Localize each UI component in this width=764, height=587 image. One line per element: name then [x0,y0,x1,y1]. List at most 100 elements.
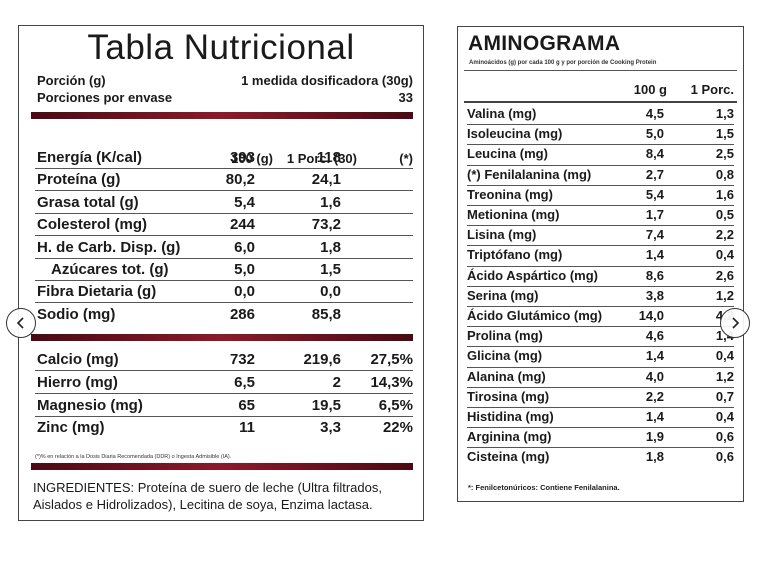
value-portion: 219,6 [303,351,341,368]
portion-label: Porción (g) [37,73,106,88]
value-portion: 85,8 [311,305,341,323]
carousel-prev-button[interactable] [6,308,36,338]
value-100g: 286 [229,305,255,323]
row-label: Treonina (mg) [467,186,553,202]
value-100g: 2,7 [645,166,664,182]
chevron-left-icon [16,317,24,329]
value-portion: 0,5 [715,207,734,222]
row-label: Cisteina (mg) [467,449,550,465]
value-100g: 1,8 [645,449,664,465]
col-header-pct: (*) [399,151,413,166]
table-row: Energía (K/cal) 393 118 [35,146,413,169]
servings-value: 33 [398,90,413,105]
table-row: Glicina (mg) 1,4 0,4 [467,346,734,368]
value-portion: 24,1 [311,171,341,189]
aminogram-note: *: Fenilcetonúricos: Contiene Fenilalani… [468,483,620,492]
row-label: H. de Carb. Disp. (g) [37,238,181,256]
value-100g: 1,4 [645,409,664,424]
table-row: Isoleucina (mg) 5,0 1,5 [467,124,734,146]
divider-bar-bottom [31,463,413,470]
value-portion: 0,7 [715,388,734,404]
table-row: Serina (mg) 3,8 1,2 [467,286,734,307]
row-label: Serina (mg) [467,287,539,303]
value-100g: 2,2 [645,388,664,404]
value-100g: 80,2 [225,171,255,189]
table-row: Arginina (mg) 1,9 0,6 [467,427,734,449]
table-row: Ácido Aspártico (mg) 8,6 2,6 [467,266,734,287]
ingredients-line-1: INGREDIENTES: Proteína de suero de leche… [33,480,382,495]
divider-bar-top [31,112,413,119]
servings-row: Porciones por envase 33 [37,90,413,105]
value-portion: 0,4 [715,247,734,263]
value-100g: 65 [238,396,255,414]
value-portion: 3,3 [320,419,341,437]
row-label: Zinc (mg) [37,419,105,437]
row-label: Grasa total (g) [37,193,139,211]
table-row: Cisteina (mg) 1,8 0,6 [467,447,734,467]
value-100g: 5,0 [234,261,255,278]
table-row: Colesterol (mg) 244 73,2 [35,213,413,237]
ingredients-line-2: Aislados e Hidrolizados), Lecitina de so… [33,497,373,512]
table-row: Ácido Glutámico (mg)14,04,2 [467,306,734,328]
nutrition-title: Tabla Nutricional [87,28,355,67]
table-row: Grasa total (g) 5,4 1,6 [35,191,413,214]
carousel-next-button[interactable] [720,308,750,338]
table-row: Zinc (mg) 11 3,3 22% [35,416,413,438]
value-100g: 1,4 [645,247,664,263]
value-100g: 732 [229,351,255,368]
value-portion: 0,8 [715,166,734,182]
value-100g: 393 [229,149,255,166]
value-portion: 0,6 [715,429,734,445]
value-100g: 4,5 [645,106,664,121]
value-portion: 0,4 [715,409,734,424]
table-row: Azúcares tot. (g) 5,0 1,5 [35,258,413,281]
divider-bar-middle [31,334,413,341]
row-label: Fibra Dietaria (g) [37,283,157,301]
value-portion: 0,0 [320,283,341,301]
portion-row: Porción (g) 1 medida dosificadora (30g) [37,73,413,88]
value-pct: 22% [382,419,413,437]
table-row: Alanina (mg) 4,0 1,2 [467,367,734,388]
row-label: Ácido Glutámico (mg) [467,308,603,323]
table-row: (*) Fenilalanina (mg) 2,7 0,8 [467,165,734,186]
value-portion: 19,5 [311,396,341,414]
value-100g: 6,5 [234,373,255,391]
row-label: Azúcares tot. (g) [51,261,169,278]
aminogram-subtitle: Aminoácidos (g) por cada 100 g y por por… [469,60,657,66]
value-100g: 244 [229,216,255,234]
value-100g: 1,9 [645,429,664,445]
aminogram-top-divider [464,70,737,71]
value-portion: 1,2 [715,287,734,303]
value-portion: 73,2 [311,216,341,234]
table-row: Lisina (mg) 7,4 2,2 [467,225,734,247]
table-row: Proteína (g) 80,2 24,1 [35,168,413,192]
row-label: Sodio (mg) [37,305,116,323]
table-row: Valina (mg) 4,5 1,3 [467,104,734,126]
value-portion: 1,3 [715,106,734,121]
table-row: Leucina (mg) 8,4 2,5 [467,144,734,166]
row-label: Hierro (mg) [37,373,118,391]
row-label: Magnesio (mg) [37,396,143,414]
value-100g: 5,0 [645,126,664,142]
servings-label: Porciones por envase [37,90,173,105]
row-label: Prolina (mg) [467,328,543,344]
table-row: Treonina (mg) 5,4 1,6 [467,185,734,206]
col-header-portion: 1 Porc. (30) [286,151,357,166]
value-100g: 0,0 [234,283,255,301]
value-100g: 5,4 [234,193,255,211]
row-label: Triptófano (mg) [467,247,563,263]
row-label: Energía (K/cal) [37,149,143,166]
row-label: Colesterol (mg) [37,216,148,234]
value-portion: 1,8 [320,238,341,256]
value-portion: 2,5 [715,146,734,162]
table-row: Triptófano (mg) 1,4 0,4 [467,245,734,267]
table-row: H. de Carb. Disp. (g) 6,0 1,8 [35,236,413,259]
value-portion: 1,6 [715,186,734,202]
aminogram-header-divider [464,101,737,103]
table-row: Metionina (mg) 1,7 0,5 [467,205,734,227]
table-row: Magnesio (mg) 65 19,5 6,5% [35,394,413,417]
value-100g: 1,7 [645,207,664,222]
table-row: Histidina (mg) 1,4 0,4 [467,407,734,429]
footnote: (*)% en relación a la Dosis Diaria Recom… [35,454,232,460]
value-portion: 1,2 [715,368,734,384]
